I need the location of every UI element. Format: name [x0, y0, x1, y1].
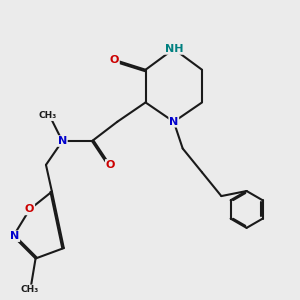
Text: O: O — [110, 55, 119, 65]
Text: N: N — [58, 136, 67, 146]
Text: N: N — [10, 231, 20, 241]
Text: CH₃: CH₃ — [38, 111, 57, 120]
Text: O: O — [25, 204, 34, 214]
Text: CH₃: CH₃ — [20, 285, 39, 294]
Text: O: O — [106, 160, 115, 170]
Text: N: N — [169, 117, 178, 127]
Text: NH: NH — [164, 44, 183, 54]
